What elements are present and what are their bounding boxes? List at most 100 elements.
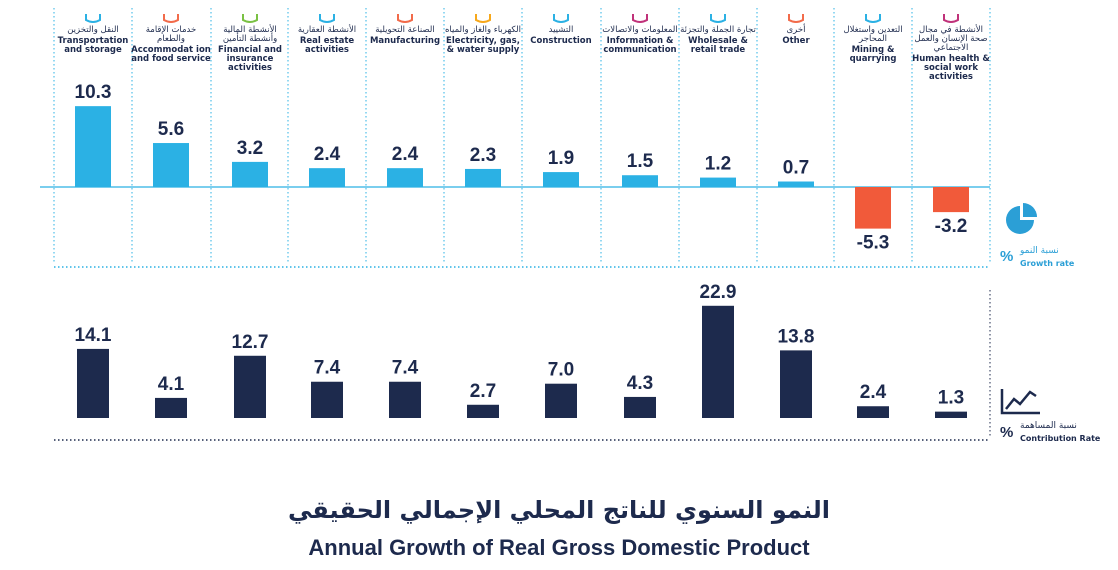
building-icon [319, 14, 335, 23]
category-header: الصناعة التحويلية Manufacturing [365, 14, 445, 46]
contribution-value-label: 7.0 [548, 360, 574, 381]
contribution-value-label: 2.7 [470, 381, 496, 402]
category-label-en: Financial and insurance activities [218, 44, 282, 73]
category-label-ar: الأنشطة في مجال صحة الإنسان والعمل الاجت… [914, 25, 988, 53]
growth-value-label: 1.5 [627, 151, 654, 172]
growth-bar [700, 177, 736, 187]
category-label-ar: الأنشطة العقارية [297, 25, 357, 35]
contribution-bar [545, 383, 577, 418]
contribution-bar [935, 411, 967, 418]
growth-bar [387, 168, 423, 187]
category-label-ar: أخرى [786, 25, 806, 35]
category-header: أخرى Other [756, 14, 836, 46]
category-label-en: Wholesale & retail trade [688, 35, 748, 55]
contribution-bar [702, 305, 734, 418]
contribution-bar [311, 381, 343, 418]
growth-value-label: 1.9 [548, 148, 574, 169]
contribution-value-label: 22.9 [700, 282, 737, 303]
contribution-value-label: 4.1 [158, 374, 185, 395]
category-label-ar: التعدين واستغلال المحاجر [843, 25, 903, 44]
category-label-ar: الأنشطة المالية وأنشطة التأمين [222, 25, 278, 44]
pie-chart-icon [1006, 203, 1037, 234]
other-icon [788, 14, 804, 23]
category-header: التشييد Construction [521, 14, 601, 46]
contribution-value-label: 4.3 [627, 373, 653, 394]
contribution-bar [389, 381, 421, 418]
category-label-ar: الصناعة التحويلية [375, 25, 435, 35]
truck-icon [85, 14, 101, 23]
growth-bar [622, 175, 658, 187]
growth-value-label: 3.2 [237, 138, 263, 159]
growth-bar [855, 187, 891, 229]
category-label-en: Transportation and storage [57, 35, 129, 55]
shop-icon [710, 14, 726, 23]
growth-bar [778, 181, 814, 187]
growth-value-label: 2.4 [392, 144, 419, 165]
contribution-value-label: 1.3 [938, 388, 964, 409]
contribution-percent-symbol: % [1000, 424, 1014, 441]
category-label-en: Information & communication [603, 35, 677, 55]
category-header: التعدين واستغلال المحاجر Mining & quarryi… [833, 14, 913, 64]
growth-bar [153, 143, 189, 187]
construction-icon [553, 14, 569, 23]
growth-value-label: -5.3 [857, 233, 890, 254]
category-header: الأنشطة العقارية Real estate activities [287, 14, 367, 55]
growth-bar [309, 168, 345, 187]
category-header: الأنشطة في مجال صحة الإنسان والعمل الاجت… [911, 14, 991, 82]
category-header: الأنشطة المالية وأنشطة التأمين Financial … [210, 14, 290, 73]
contribution-bar [77, 348, 109, 418]
finance-icon [242, 14, 258, 23]
category-label-en: Accommodat ion and food service [131, 44, 211, 64]
growth-bar [232, 161, 268, 187]
health-icon [943, 14, 959, 23]
network-icon [632, 14, 648, 23]
growth-bar [75, 106, 111, 187]
category-label-ar: المعلومات والاتصالات [602, 25, 678, 35]
contribution-value-label: 13.8 [778, 326, 815, 347]
category-label-en: Real estate activities [299, 35, 355, 55]
growth-value-label: 0.7 [783, 158, 809, 179]
category-header: المعلومات والاتصالات Information & commun… [600, 14, 680, 55]
contribution-value-label: 7.4 [314, 358, 341, 379]
category-header: تجارة الجملة والتجزئة Wholesale & retail … [678, 14, 758, 55]
contribution-bar [155, 397, 187, 418]
growth-value-label: 2.4 [314, 144, 341, 165]
tent-icon [163, 14, 179, 23]
growth-percent-symbol: % [1000, 248, 1014, 265]
category-label-en: Construction [530, 35, 592, 46]
utility-icon [475, 14, 491, 23]
contribution-bar [234, 355, 266, 418]
growth-bar [543, 172, 579, 187]
category-header: النقل والتخزين Transportation and storage [53, 14, 133, 55]
contribution-value-label: 7.4 [392, 358, 419, 379]
category-label-en: Electricity, gas, & water supply [446, 35, 520, 55]
category-label-ar: التشييد [548, 25, 574, 35]
category-label-ar: خدمات الإقامة والطعام [145, 25, 197, 44]
contribution-bar [467, 404, 499, 418]
category-label-ar: النقل والتخزين [67, 25, 119, 35]
contribution-bar [780, 350, 812, 418]
chart-title-ar: النمو السنوي للناتج المحلي الإجمالي الحق… [287, 496, 831, 524]
growth-value-label: 5.6 [158, 119, 184, 140]
contribution-bar [624, 396, 656, 418]
growth-bar [933, 187, 969, 213]
mining-icon [865, 14, 881, 23]
category-label-en: Mining & quarrying [849, 44, 897, 64]
category-label-en: Manufacturing [369, 35, 441, 46]
category-label-en: Human health & social work activities [912, 53, 990, 82]
chart-title-en: Annual Growth of Real Gross Domestic Pro… [308, 535, 810, 560]
contribution-value-label: 2.4 [860, 382, 887, 403]
contribution-rate-label-ar: نسبة المساهمة [1020, 421, 1077, 431]
line-chart-icon [1000, 389, 1040, 415]
contribution-value-label: 12.7 [232, 332, 269, 353]
contribution-bar [857, 406, 889, 418]
category-header: الكهرباء والغاز والمياه Electricity, gas,… [443, 14, 523, 55]
contribution-value-label: 14.1 [75, 325, 112, 346]
category-label-ar: الكهرباء والغاز والمياه [444, 25, 522, 35]
growth-value-label: 10.3 [75, 82, 112, 103]
contribution-rate-label-en: Contribution Rate [1020, 434, 1101, 443]
factory-icon [397, 14, 413, 23]
growth-value-label: -3.2 [935, 216, 968, 237]
category-label-en: Other [782, 35, 810, 46]
